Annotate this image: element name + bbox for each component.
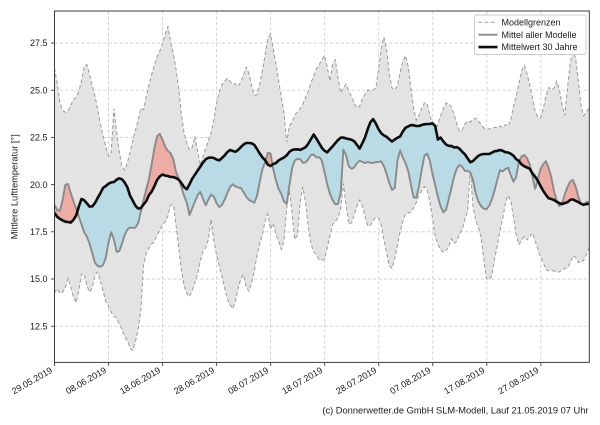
svg-text:27.5: 27.5 bbox=[30, 38, 48, 48]
svg-text:Mittlere Lufttemperatur [°]: Mittlere Lufttemperatur [°] bbox=[10, 134, 20, 239]
svg-text:22.5: 22.5 bbox=[30, 133, 48, 143]
svg-text:17.5: 17.5 bbox=[30, 227, 48, 237]
svg-text:Modellgrenzen: Modellgrenzen bbox=[502, 17, 561, 27]
svg-text:25.0: 25.0 bbox=[30, 85, 48, 95]
svg-text:Mittel aller Modelle: Mittel aller Modelle bbox=[502, 30, 577, 40]
svg-text:12.5: 12.5 bbox=[30, 321, 48, 331]
svg-text:Mittelwert 30 Jahre: Mittelwert 30 Jahre bbox=[502, 42, 578, 52]
svg-text:15.0: 15.0 bbox=[30, 274, 48, 284]
svg-text:20.0: 20.0 bbox=[30, 180, 48, 190]
svg-text:(c) Donnerwetter.de GmbH SLM-M: (c) Donnerwetter.de GmbH SLM-Modell, Lau… bbox=[322, 406, 588, 416]
